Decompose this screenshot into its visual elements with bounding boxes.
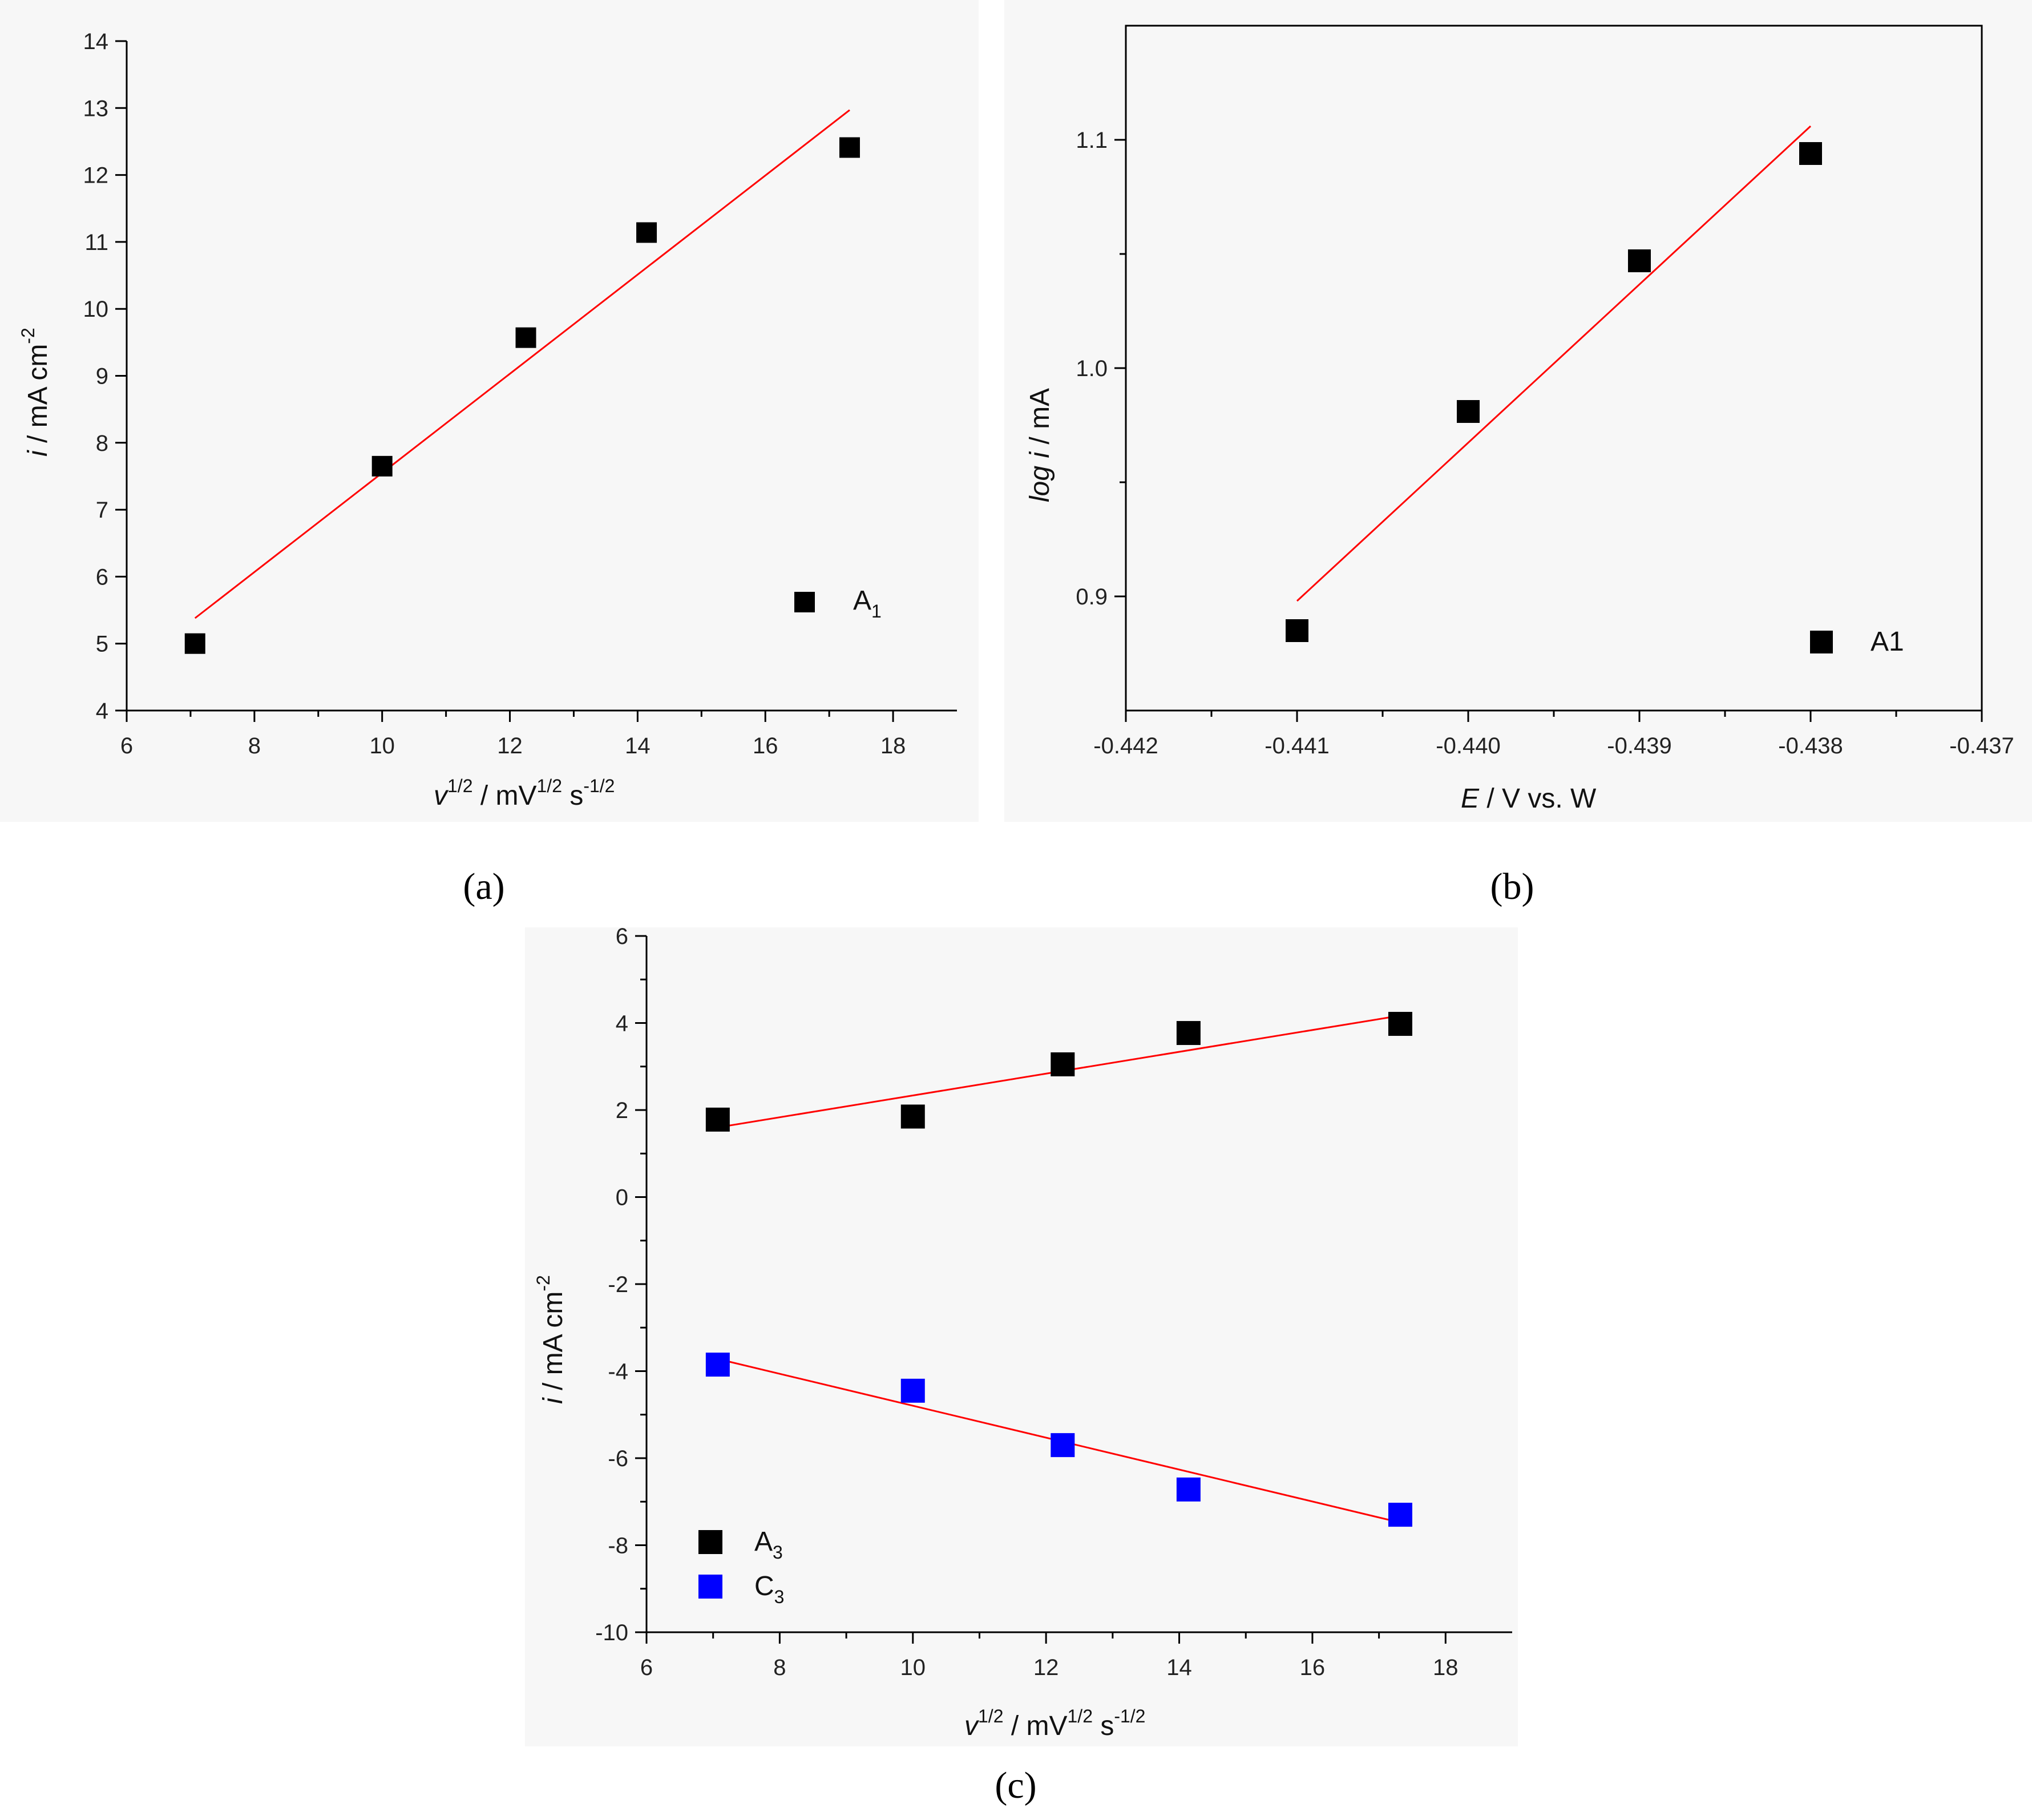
y-axis-title-b: log i / mA <box>1025 388 1055 502</box>
data-point-c3 <box>1388 1503 1412 1527</box>
data-point-a1 <box>371 455 393 477</box>
x-tick-label: 12 <box>1033 1655 1059 1680</box>
x-tick-label: 14 <box>625 733 651 758</box>
panel-c-background <box>525 927 1518 1746</box>
data-point-a1 <box>1457 400 1480 423</box>
data-point-a3 <box>1176 1021 1201 1046</box>
data-point-a3 <box>900 1104 925 1129</box>
data-point-a1 <box>636 222 657 243</box>
plot-c: 6 8 10 12 14 16 18 -10 -8 -6 -4 -2 0 2 4 6 <box>595 924 1512 1680</box>
data-point-a1 <box>1286 619 1308 642</box>
x-axis-title-b: E / V vs. W <box>1461 784 1597 814</box>
panel-b: -0.442 -0.441 -0.440 -0.439 -0.438 -0.437 0.9 1… <box>1004 0 2032 907</box>
data-point-a3 <box>1388 1012 1412 1036</box>
x-tick-label: 18 <box>1433 1655 1459 1680</box>
y-tick-label: 4 <box>96 699 108 724</box>
x-tick-label: 6 <box>640 1655 653 1680</box>
y-axis-title-a: i / mA cm-2 <box>18 328 53 457</box>
y-tick-label: 14 <box>83 29 109 54</box>
x-tick-label: -0.442 <box>1093 733 1158 758</box>
x-axis-title-a: v1/2 / mV1/2 s-1/2 <box>434 776 615 811</box>
data-point-c3 <box>705 1353 730 1377</box>
data-point-a3 <box>1051 1052 1075 1076</box>
y-tick-label: 13 <box>83 96 109 121</box>
y-tick-label: 12 <box>83 163 109 188</box>
y-tick-label: 8 <box>96 431 108 456</box>
y-tick-label: -6 <box>608 1446 628 1471</box>
y-tick-label: 1.0 <box>1076 356 1108 381</box>
y-tick-label: 4 <box>616 1011 628 1036</box>
x-tick-label: -0.437 <box>1949 733 2014 758</box>
legend-marker <box>1810 631 1833 653</box>
data-point-a3 <box>705 1107 730 1132</box>
y-tick-label: 9 <box>96 364 108 389</box>
y-tick-label: 6 <box>616 924 628 949</box>
legend-a1-label: A1 <box>853 586 882 622</box>
y-tick-label: -2 <box>608 1272 628 1297</box>
panel-b-background <box>1004 0 2032 822</box>
y-axis-title-c: i / mA cm-2 <box>533 1275 568 1404</box>
data-point-a1 <box>839 137 860 158</box>
x-tick-label: -0.440 <box>1436 733 1500 758</box>
x-tick-label: 10 <box>900 1655 926 1680</box>
y-tick-label: -4 <box>608 1359 628 1385</box>
x-tick-label: -0.438 <box>1778 733 1843 758</box>
x-tick-label: 6 <box>120 733 133 758</box>
caption-b: (b) <box>1490 866 1534 907</box>
y-tick-label: 11 <box>84 230 108 255</box>
data-point-c3 <box>900 1378 925 1403</box>
y-tick-label: 0.9 <box>1076 584 1108 610</box>
legend-marker <box>698 1530 722 1554</box>
data-point-a1 <box>1628 249 1651 272</box>
x-tick-label: 16 <box>753 733 778 758</box>
legend-a3-label: A3 <box>754 1527 783 1563</box>
data-point-a1 <box>515 327 536 348</box>
x-tick-label: 18 <box>880 733 906 758</box>
x-tick-label: -0.439 <box>1607 733 1671 758</box>
y-tick-label: 5 <box>96 632 108 657</box>
x-tick-label: 8 <box>248 733 261 758</box>
x-tick-label: 16 <box>1300 1655 1326 1680</box>
legend-marker <box>794 592 815 612</box>
fit-line-a1 <box>194 109 850 619</box>
x-tick-label: 8 <box>773 1655 786 1680</box>
y-tick-label: 1.1 <box>1076 128 1108 153</box>
y-tick-label: -10 <box>595 1620 628 1645</box>
x-tick-label: -0.441 <box>1265 733 1329 758</box>
y-tick-label: 0 <box>616 1185 628 1210</box>
y-tick-label: 2 <box>616 1098 628 1123</box>
data-point-a1 <box>1799 142 1822 165</box>
x-tick-label: 14 <box>1166 1655 1192 1680</box>
data-point-c3 <box>1051 1433 1075 1458</box>
x-tick-label: 12 <box>497 733 523 758</box>
caption-a: (a) <box>463 866 504 907</box>
panel-a: 6 8 10 12 14 16 18 4 5 6 7 8 9 10 11 12 13 14 A1 v1/2 / m… <box>0 0 979 907</box>
fit-line-a1 <box>1296 125 1812 602</box>
x-axis-title-c: v1/2 / mV1/2 s-1/2 <box>964 1706 1145 1741</box>
plot-a: 6 8 10 12 14 16 18 4 5 6 7 8 9 10 11 12 13 14 <box>83 29 957 758</box>
legend-marker <box>698 1575 722 1599</box>
caption-c: (c) <box>995 1765 1036 1806</box>
legend-c3-label: C3 <box>754 1571 784 1607</box>
data-point-c3 <box>1176 1477 1201 1502</box>
y-tick-label: 6 <box>96 564 108 590</box>
y-tick-label: -8 <box>608 1534 628 1559</box>
y-tick-label: 10 <box>83 297 109 322</box>
panel-c: 6 8 10 12 14 16 18 -10 -8 -6 -4 -2 0 2 4 6 A3 C3 v1/2 /… <box>525 924 1518 1806</box>
legend-b-a1-label: A1 <box>1871 627 1904 657</box>
y-tick-label: 7 <box>96 498 108 523</box>
x-tick-label: 10 <box>369 733 395 758</box>
plot-b: -0.442 -0.441 -0.440 -0.439 -0.438 -0.437 0.9 1… <box>1076 25 2014 758</box>
data-point-a1 <box>184 633 205 654</box>
